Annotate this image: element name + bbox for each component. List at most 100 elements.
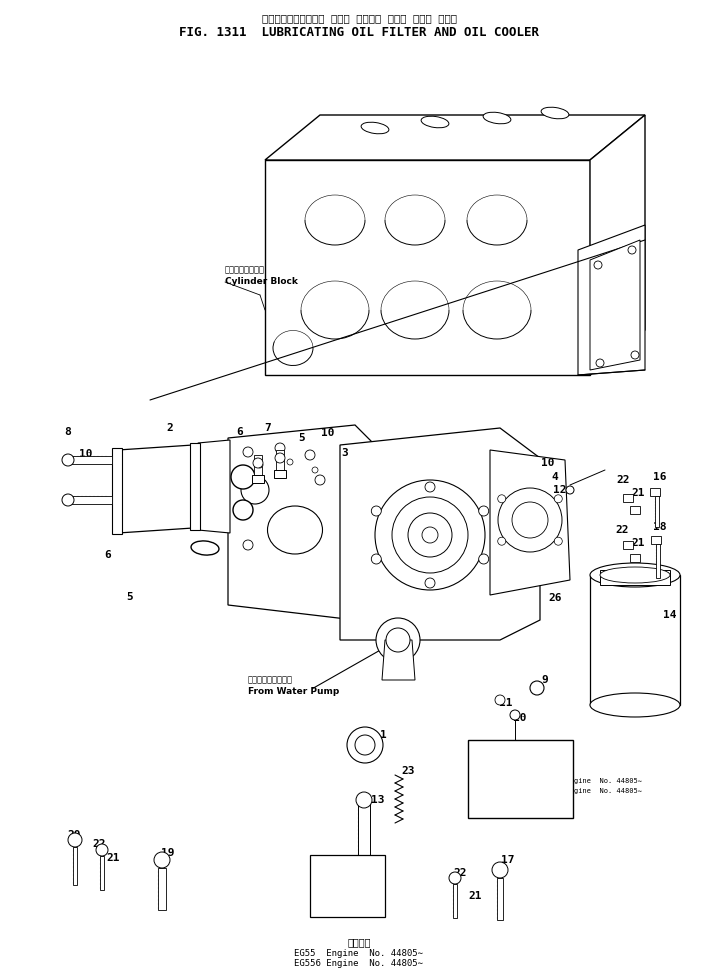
Ellipse shape <box>600 567 670 583</box>
Text: 適用号第: 適用号第 <box>347 937 371 947</box>
Text: 13: 13 <box>371 795 385 805</box>
Text: 5: 5 <box>298 433 306 443</box>
Ellipse shape <box>590 693 680 717</box>
Circle shape <box>631 351 639 359</box>
Circle shape <box>554 537 562 546</box>
Bar <box>590 575 680 705</box>
Polygon shape <box>578 225 645 375</box>
Polygon shape <box>158 868 166 910</box>
Text: 16: 16 <box>654 472 667 482</box>
Circle shape <box>628 246 636 254</box>
Polygon shape <box>490 450 570 595</box>
Circle shape <box>62 454 74 466</box>
Circle shape <box>422 527 438 543</box>
Text: 22: 22 <box>92 839 106 849</box>
Circle shape <box>68 833 82 847</box>
Polygon shape <box>198 440 230 533</box>
Circle shape <box>375 480 485 590</box>
Ellipse shape <box>267 506 323 554</box>
Text: From Water Pump: From Water Pump <box>248 686 339 696</box>
Text: 10: 10 <box>541 458 555 468</box>
Text: 18: 18 <box>654 522 667 532</box>
Ellipse shape <box>590 563 680 587</box>
Circle shape <box>257 462 263 468</box>
Circle shape <box>554 495 562 503</box>
Text: 10: 10 <box>513 713 527 723</box>
Text: 4: 4 <box>551 472 559 482</box>
Polygon shape <box>228 425 390 620</box>
Text: EG55  Engine  No. 44805∼: EG55 Engine No. 44805∼ <box>540 778 642 784</box>
Circle shape <box>566 486 574 494</box>
Text: 21: 21 <box>631 538 645 548</box>
Text: EG55  Engine  No. 44805∼: EG55 Engine No. 44805∼ <box>295 949 423 957</box>
Circle shape <box>530 681 544 695</box>
Polygon shape <box>265 115 645 160</box>
Polygon shape <box>655 496 659 527</box>
Polygon shape <box>112 448 122 534</box>
Polygon shape <box>382 640 415 680</box>
Text: 26: 26 <box>549 593 562 603</box>
Polygon shape <box>623 494 633 502</box>
Text: 2: 2 <box>167 423 173 433</box>
Circle shape <box>425 578 435 588</box>
Text: 19: 19 <box>161 848 175 858</box>
Polygon shape <box>252 475 264 483</box>
Text: ルーブリケーティング  オイル  フィルタ  および  オイル  クーラ: ルーブリケーティング オイル フィルタ および オイル クーラ <box>262 13 457 23</box>
Polygon shape <box>497 878 503 920</box>
Text: 9: 9 <box>541 675 549 685</box>
Circle shape <box>510 710 520 720</box>
Circle shape <box>231 465 255 489</box>
Bar <box>310 855 385 917</box>
Circle shape <box>479 554 489 564</box>
Circle shape <box>371 506 381 516</box>
Polygon shape <box>340 428 540 640</box>
Circle shape <box>498 495 505 503</box>
Circle shape <box>392 497 468 573</box>
Text: 21: 21 <box>468 891 482 901</box>
Circle shape <box>243 447 253 457</box>
Polygon shape <box>265 160 590 375</box>
Circle shape <box>492 862 508 878</box>
Text: 12: 12 <box>553 485 567 495</box>
Circle shape <box>243 540 253 550</box>
Text: 20: 20 <box>68 830 81 840</box>
Ellipse shape <box>483 112 511 124</box>
Text: 17: 17 <box>501 855 515 865</box>
Polygon shape <box>656 544 660 578</box>
Polygon shape <box>254 455 262 483</box>
Text: ウォークポンプから: ウォークポンプから <box>248 675 293 684</box>
Polygon shape <box>68 496 112 504</box>
Text: 6: 6 <box>237 427 243 437</box>
Circle shape <box>233 500 253 520</box>
Circle shape <box>425 482 435 492</box>
Circle shape <box>386 628 410 652</box>
Text: 22: 22 <box>453 868 467 878</box>
Polygon shape <box>73 847 77 885</box>
Ellipse shape <box>361 122 389 134</box>
Circle shape <box>512 502 548 538</box>
Circle shape <box>495 695 505 705</box>
Polygon shape <box>274 470 286 478</box>
Text: 15: 15 <box>541 535 555 545</box>
Text: 21: 21 <box>631 488 645 498</box>
Text: 10: 10 <box>79 449 93 459</box>
Polygon shape <box>590 115 645 375</box>
Circle shape <box>287 459 293 465</box>
Circle shape <box>356 792 372 808</box>
Circle shape <box>275 443 285 453</box>
Ellipse shape <box>541 107 569 119</box>
Text: 7: 7 <box>265 423 271 433</box>
Circle shape <box>305 450 315 460</box>
Circle shape <box>498 488 562 552</box>
Circle shape <box>371 554 381 564</box>
Text: 5: 5 <box>127 592 134 602</box>
Circle shape <box>315 475 325 485</box>
Circle shape <box>96 844 108 856</box>
Circle shape <box>594 261 602 269</box>
Text: 11: 11 <box>499 698 513 708</box>
Polygon shape <box>590 240 640 370</box>
Circle shape <box>355 735 375 755</box>
Text: 14: 14 <box>663 610 677 620</box>
Circle shape <box>408 513 452 557</box>
Text: 21: 21 <box>106 853 120 863</box>
